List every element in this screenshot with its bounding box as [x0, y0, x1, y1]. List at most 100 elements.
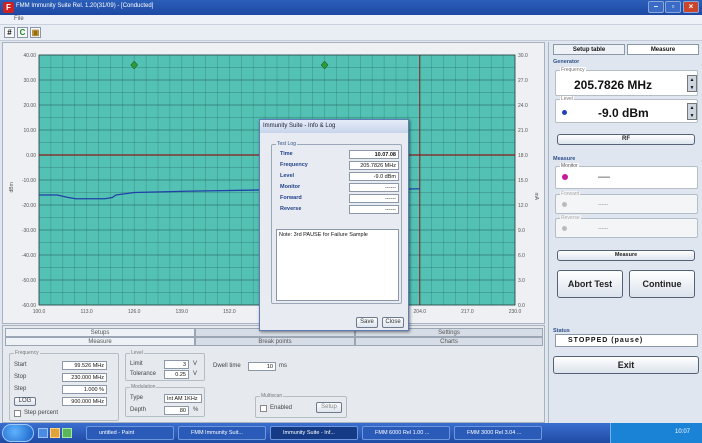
- level-group-title: Level: [130, 350, 144, 356]
- start-button[interactable]: [2, 424, 34, 442]
- forward-indicator-dot: [562, 202, 567, 207]
- level-spinner[interactable]: ▲ ▼: [687, 103, 697, 120]
- start-input[interactable]: 99.526 MHz: [62, 361, 107, 370]
- note-textarea[interactable]: Note: 3rd PAUSE for Failure Sample: [276, 229, 399, 301]
- multiscan-enabled-checkbox[interactable]: [260, 405, 267, 412]
- tolerance-unit: V: [193, 371, 198, 377]
- generator-frequency-value[interactable]: 205.7826 MHz: [574, 78, 653, 92]
- x-tick: 152.0: [223, 309, 236, 315]
- y-tick-left: -10.00: [22, 178, 36, 184]
- reverse-box: Reverse ------: [555, 215, 698, 238]
- step-label: Step: [14, 386, 27, 392]
- y-tick-left: 30.00: [23, 78, 36, 84]
- forward-box: Forward ------: [555, 191, 698, 214]
- multiscan-enabled-label: Enabled: [270, 405, 293, 411]
- y-tick-right: 12.0: [518, 203, 528, 209]
- log-monitor-value: ------: [349, 183, 399, 192]
- save-button[interactable]: Save: [356, 317, 378, 328]
- exit-button[interactable]: Exit: [553, 356, 699, 374]
- explorer-icon[interactable]: [50, 428, 60, 438]
- log-monitor-label: Monitor: [280, 184, 301, 190]
- maximize-button[interactable]: ▫: [665, 1, 681, 13]
- multiscan-group: Multiscan Enabled Setup: [255, 393, 347, 418]
- monitor-label: Monitor: [560, 163, 579, 169]
- log-frequency-value: 205.7826 MHz: [349, 161, 399, 170]
- tab-charts[interactable]: Charts: [355, 337, 543, 346]
- y-tick-right: 21.0: [518, 128, 528, 134]
- y-tick-left: 20.00: [23, 103, 36, 109]
- y-tick-right: 3.0: [518, 278, 525, 284]
- grid-icon[interactable]: #: [4, 27, 15, 38]
- dwell-time-input[interactable]: 10: [248, 362, 276, 371]
- y-tick-right: 27.0: [518, 78, 528, 84]
- x-tick: 100.0: [33, 309, 46, 315]
- marker-diamond: [320, 60, 329, 70]
- menu-file[interactable]: File: [14, 16, 24, 22]
- log-time-value: 10.07.08: [349, 150, 399, 159]
- tab-setups[interactable]: Setups: [5, 328, 195, 337]
- step-secondary-input[interactable]: 900.000 MHz: [62, 397, 107, 406]
- multiscan-setup-button[interactable]: Setup: [316, 402, 342, 413]
- depth-input[interactable]: 80: [164, 406, 189, 415]
- taskbar-item-fmm6000[interactable]: FMM 6000 Rel 1.00 ...: [362, 426, 450, 440]
- continue-button[interactable]: Continue: [629, 270, 695, 298]
- window-icon[interactable]: ▣: [30, 27, 41, 38]
- log-level-label: Level: [280, 173, 295, 179]
- step-percent-checkbox[interactable]: [14, 410, 21, 417]
- close-window-button[interactable]: ×: [683, 1, 699, 13]
- taskbar-item-paint[interactable]: untitled - Paint: [86, 426, 174, 440]
- modulation-type-select[interactable]: Int AM 1KHz: [164, 394, 202, 403]
- taskbar-item-immunity-suite[interactable]: FMM Immunity Suit...: [178, 426, 266, 440]
- tab-settings[interactable]: Settings: [355, 328, 543, 337]
- abort-test-button[interactable]: Abort Test: [557, 270, 623, 298]
- tab-break-points[interactable]: Break points: [195, 337, 355, 346]
- tab-measure-right[interactable]: Measure: [627, 44, 699, 55]
- limit-input[interactable]: 3: [164, 360, 189, 369]
- limit-label: Limit: [130, 361, 143, 367]
- rf-button[interactable]: RF: [557, 134, 695, 145]
- minimize-button[interactable]: –: [648, 1, 664, 13]
- show-desktop-icon[interactable]: [38, 428, 48, 438]
- depth-label: Depth: [130, 407, 147, 413]
- status-title: Status: [553, 328, 570, 334]
- measure-button[interactable]: Measure: [557, 250, 695, 261]
- depth-unit: %: [193, 407, 199, 413]
- taskbar: untitled - Paint FMM Immunity Suit... Im…: [0, 423, 702, 443]
- y-tick-right: 0.0: [518, 303, 525, 309]
- tab-measure[interactable]: Measure: [5, 337, 195, 346]
- refresh-icon[interactable]: C: [17, 27, 28, 38]
- toolbar: # C ▣: [0, 25, 702, 41]
- test-log-title: Test Log: [276, 141, 297, 147]
- x-tick: 126.0: [128, 309, 141, 315]
- generator-title: Generator: [553, 59, 580, 65]
- step-percent-label: Step percent: [24, 410, 59, 416]
- x-tick: 230.0: [509, 309, 522, 315]
- taskbar-item-fmm3000[interactable]: FMM 3000 Rel 3.04 ...: [454, 426, 542, 440]
- reverse-label: Reverse: [560, 215, 581, 221]
- frequency-spinner[interactable]: ▲ ▼: [687, 75, 697, 92]
- y-tick-left: -60.00: [22, 303, 36, 309]
- type-label: Type: [130, 395, 144, 401]
- browser-icon[interactable]: [62, 428, 72, 438]
- monitor-value: ------: [598, 175, 610, 181]
- stop-input[interactable]: 230.000 MHz: [62, 373, 107, 382]
- generator-level-value[interactable]: -9.0 dBm: [598, 106, 649, 120]
- start-label: Start: [14, 362, 27, 368]
- generator-level-label: Level: [560, 96, 574, 102]
- x-tick: 113.0: [81, 309, 93, 315]
- log-button[interactable]: LOG: [14, 397, 36, 406]
- step-input[interactable]: 1.000 %: [62, 385, 107, 394]
- y-tick-left: -20.00: [22, 203, 36, 209]
- frequency-group-title: Frequency: [14, 350, 40, 356]
- modulation-group-title: Modulation: [130, 384, 157, 390]
- taskbar-item-info-log[interactable]: Immunity Suite - Inf...: [270, 426, 358, 440]
- setup-panel: Setups Settings Measure Break points Cha…: [2, 325, 545, 423]
- close-button[interactable]: Close: [382, 317, 404, 328]
- tolerance-input[interactable]: 0.25: [164, 370, 189, 379]
- tab-setup-table[interactable]: Setup table: [553, 44, 625, 55]
- log-level-value: -9.0 dBm: [349, 172, 399, 181]
- y-tick-left: -50.00: [22, 278, 36, 284]
- level-box: Level -9.0 dBm ▲ ▼: [555, 96, 698, 123]
- generator-frequency-label: Frequency: [560, 67, 586, 73]
- status-value: STOPPED (pause): [555, 334, 698, 347]
